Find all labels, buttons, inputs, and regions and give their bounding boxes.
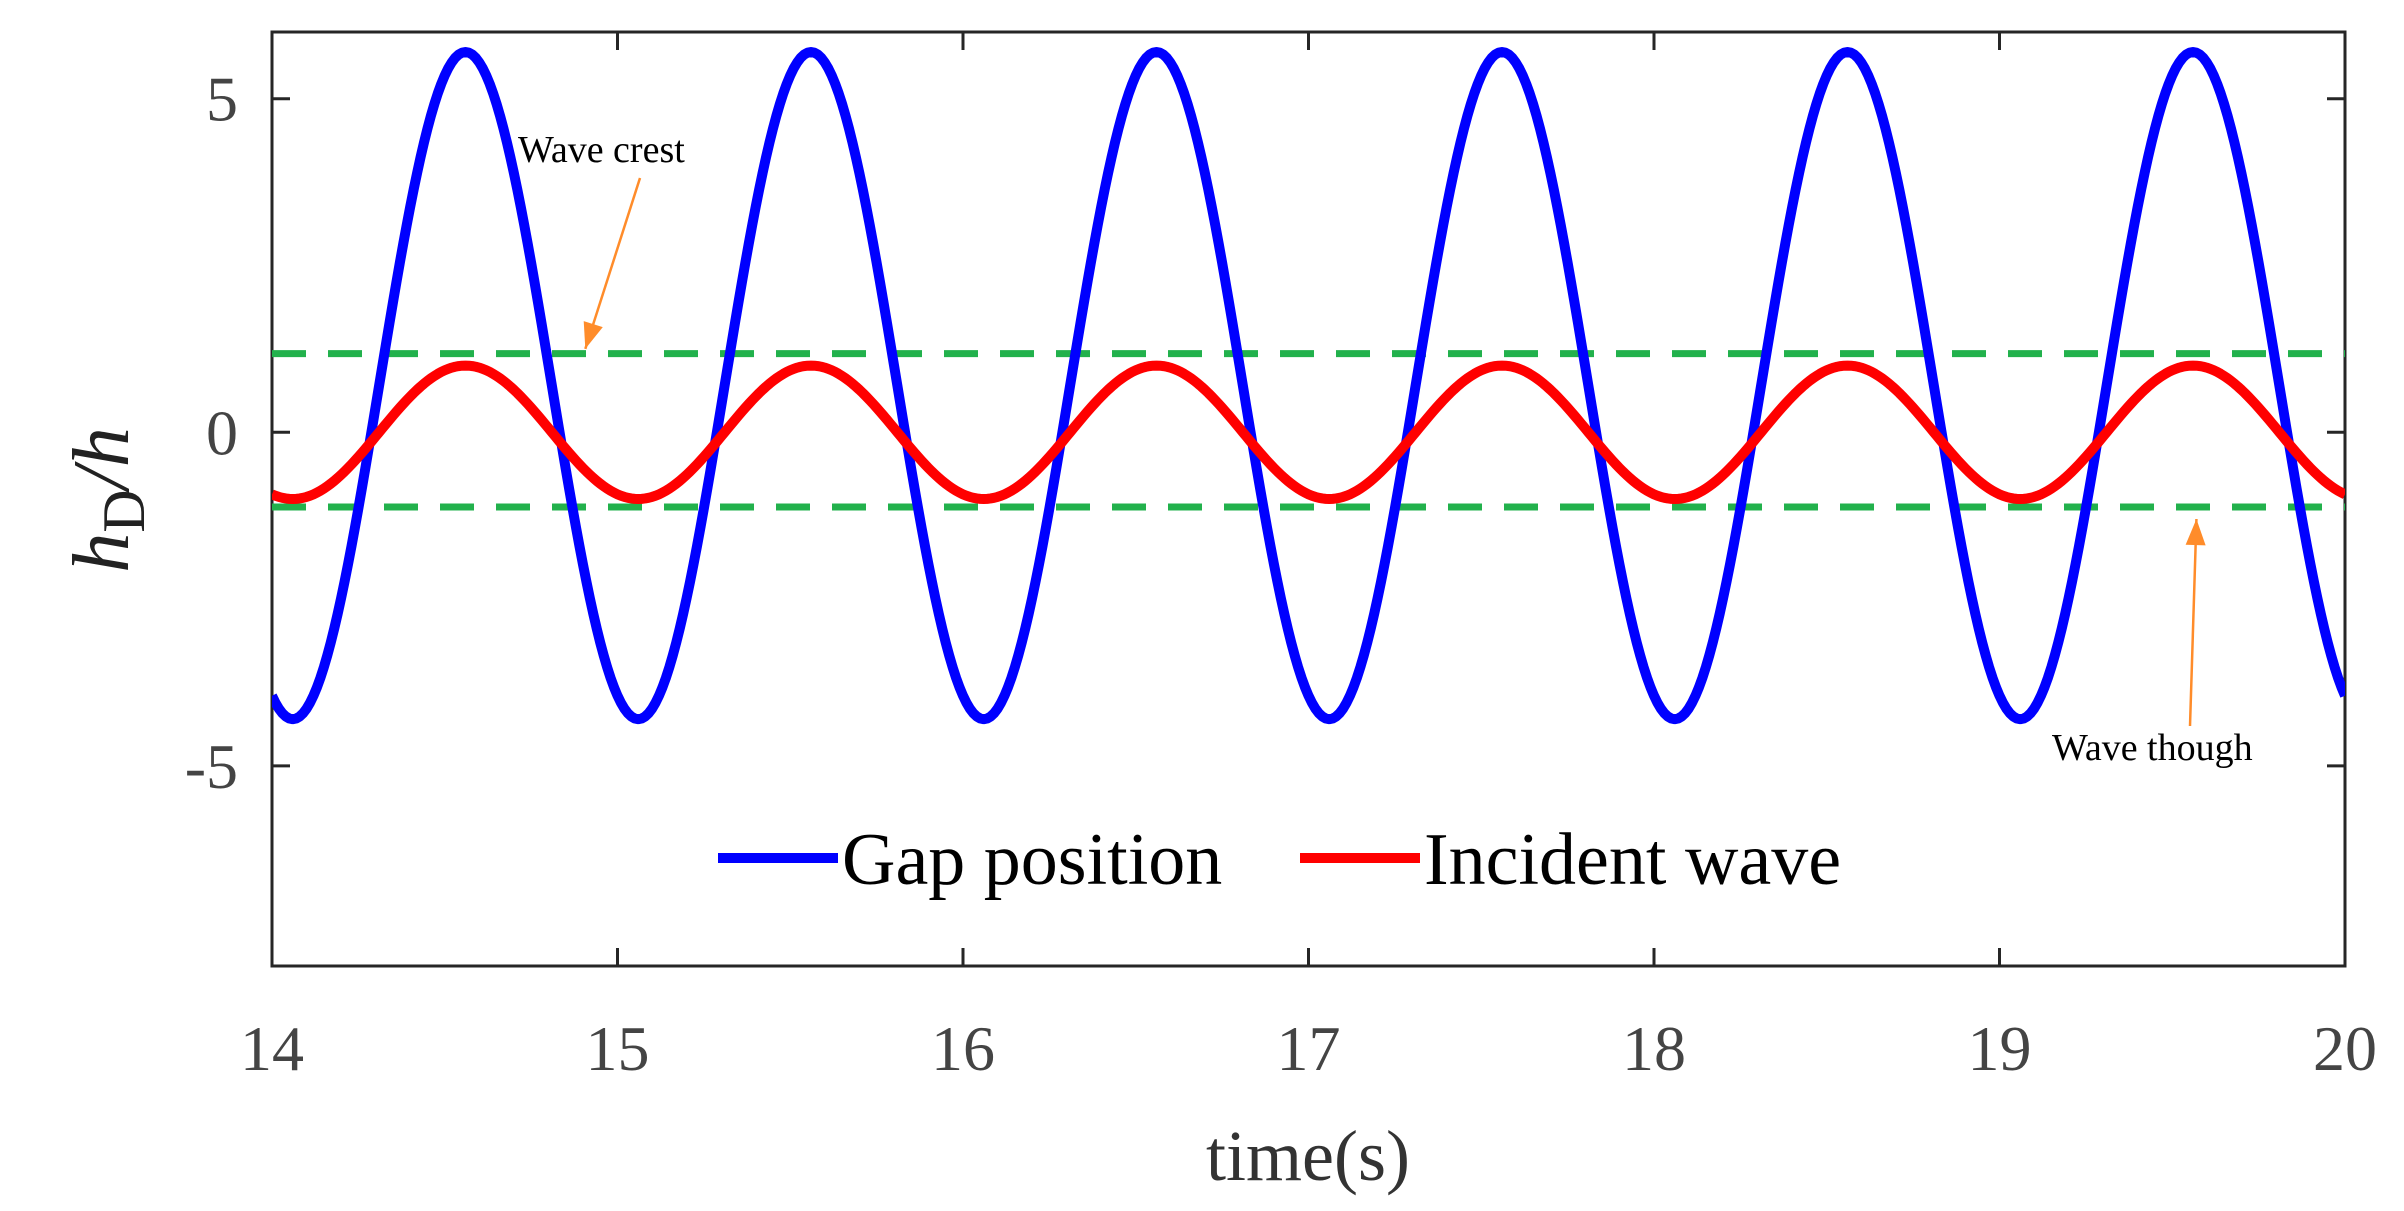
series-layer [272,47,2345,725]
legend: Gap position Incident wave [718,819,1841,901]
reference-lines-layer [272,350,2345,511]
y-axis-label-rest: /h [58,427,146,493]
annotations-layer: Wave crest Wave though [518,129,2253,769]
series-line-gap-position [272,47,2345,725]
y-tick-label: 0 [206,397,238,468]
y-axis-label-main: h [58,533,146,573]
ticks-layer: 14 15 16 17 18 19 20 5 0 -5 [185,32,2377,1084]
wave-crest-annotation: Wave crest [518,129,685,171]
series-line-incident-wave [272,360,2345,504]
x-tick-label: 17 [1277,1013,1341,1084]
y-tick-label: -5 [185,731,238,802]
y-tick-label: 5 [206,64,238,135]
y-axis-label-sub: D [91,489,157,532]
svg-text:hD/h: hD/h [58,427,157,573]
legend-label-incident-wave: Incident wave [1424,819,1841,901]
x-tick-label: 18 [1622,1013,1686,1084]
wave-crest-annotation-arrow [584,177,642,350]
x-axis-label: time(s) [1206,1116,1410,1196]
x-tick-label: 14 [240,1013,304,1084]
x-tick-label: 16 [931,1013,995,1084]
wave-crest-annotation-arrowhead [583,321,603,349]
x-tick-label: 20 [2313,1013,2377,1084]
x-tick-label: 15 [586,1013,650,1084]
wave-trough-annotation-arrowhead [2185,519,2206,546]
wave-trough-annotation: Wave though [2052,727,2253,769]
y-axis-label: hD/h [58,427,157,573]
wave-trough-annotation-arrow [2188,518,2198,727]
x-tick-label: 19 [1968,1013,2032,1084]
legend-label-gap-position: Gap position [842,819,1222,901]
